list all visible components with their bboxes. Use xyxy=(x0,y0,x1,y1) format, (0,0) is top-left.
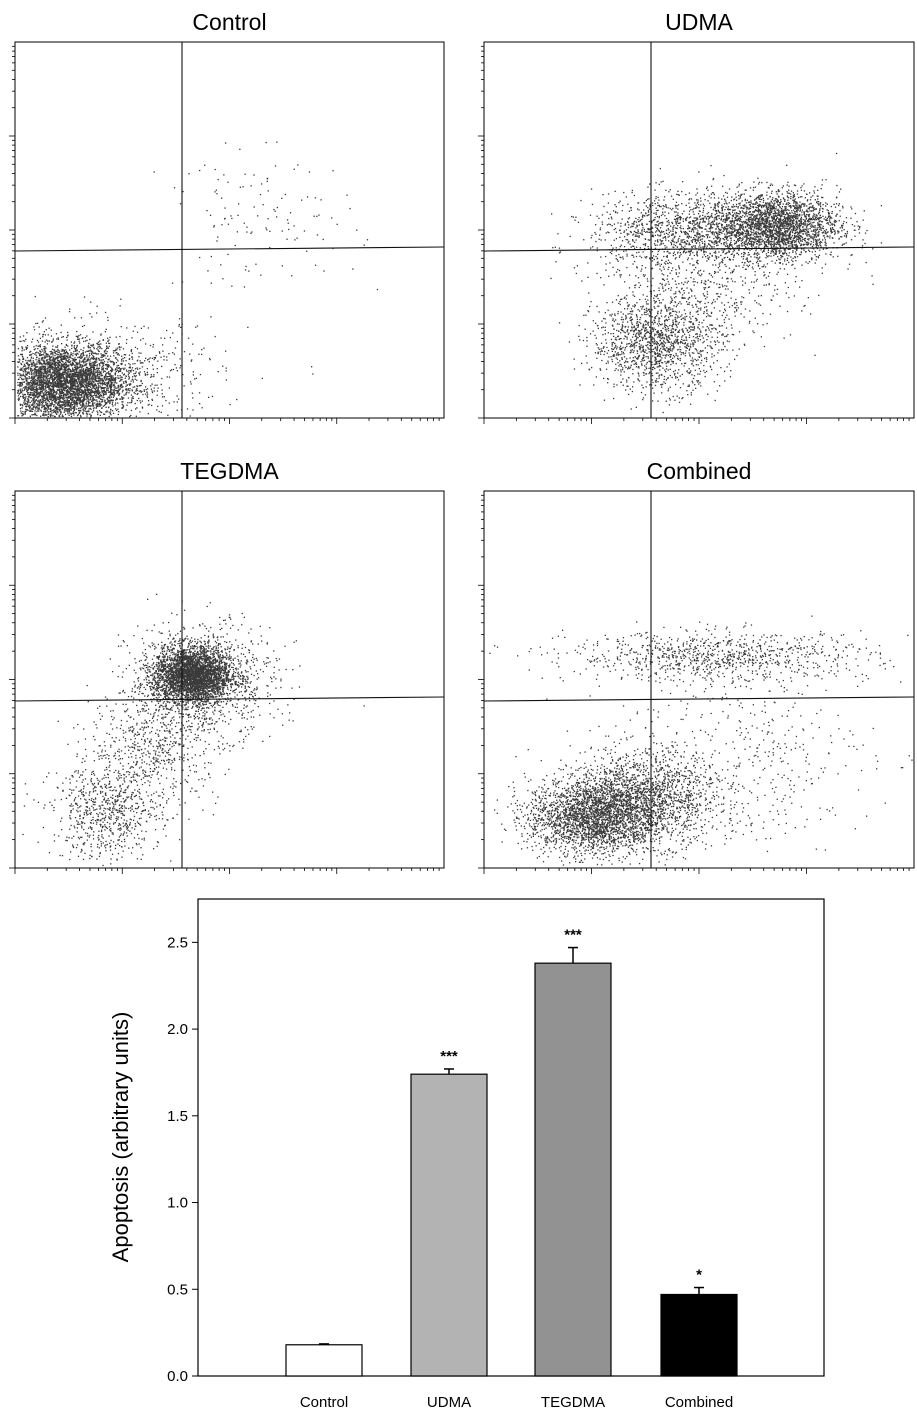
apoptosis-bar-chart: Apoptosis (arbitrary units) 0.0 0.5 1.0 1.5 2… xyxy=(108,898,825,1411)
error-bar-control xyxy=(319,1343,329,1345)
log-ticks xyxy=(478,45,910,424)
x-tick-label: UDMA xyxy=(427,1394,471,1411)
quadrant-horizontal-gate xyxy=(14,246,445,252)
error-bar-tegdma xyxy=(568,946,578,964)
panel-title: Control xyxy=(192,9,266,35)
quadrant-horizontal-gate xyxy=(483,246,915,252)
flow-cytometry-panels: Control UDMA TEGDMA Combined xyxy=(9,9,915,874)
x-tick-label: Combined xyxy=(665,1394,733,1411)
y-axis-label: Apoptosis (arbitrary units) xyxy=(108,1012,133,1263)
bar-combined xyxy=(660,1293,738,1377)
significance-marker: *** xyxy=(440,1048,458,1065)
panel-title: TEGDMA xyxy=(180,458,279,484)
y-tick-label: 0.5 xyxy=(167,1281,188,1298)
bar-plot-frame xyxy=(197,898,825,1377)
y-tick-label: 0.0 xyxy=(167,1368,188,1385)
bar-tegdma xyxy=(534,962,612,1377)
event-dots xyxy=(550,152,883,414)
scatter-panel-udma: UDMA xyxy=(478,9,915,424)
y-tick-label: 2.5 xyxy=(167,934,188,951)
y-tick-label: 1.0 xyxy=(167,1195,188,1212)
event-dots xyxy=(17,141,379,418)
event-dots xyxy=(22,593,365,867)
plot-frame xyxy=(483,490,915,869)
y-tick-label: 2.0 xyxy=(167,1021,188,1038)
log-ticks xyxy=(9,45,440,424)
error-bar-udma xyxy=(444,1068,454,1075)
quadrant-horizontal-gate xyxy=(14,696,445,702)
log-ticks xyxy=(478,494,910,874)
plot-frame xyxy=(483,41,915,419)
error-bar-combined xyxy=(694,1286,704,1295)
panel-title: UDMA xyxy=(665,9,733,35)
panel-title: Combined xyxy=(647,458,752,484)
y-tick-label: 1.5 xyxy=(167,1108,188,1125)
x-tick-label: Control xyxy=(300,1394,348,1411)
significance-marker: *** xyxy=(564,927,582,944)
log-ticks xyxy=(9,494,440,874)
bar-control xyxy=(285,1344,363,1377)
significance-marker: * xyxy=(696,1267,702,1284)
scatter-panel-control: Control xyxy=(9,9,445,424)
scatter-panel-tegdma: TEGDMA xyxy=(9,458,445,874)
bar-udma xyxy=(410,1073,488,1377)
event-dots xyxy=(489,615,913,866)
quadrant-horizontal-gate xyxy=(483,696,915,702)
scatter-panel-combined: Combined xyxy=(478,458,915,874)
x-tick-label: TEGDMA xyxy=(541,1394,605,1411)
